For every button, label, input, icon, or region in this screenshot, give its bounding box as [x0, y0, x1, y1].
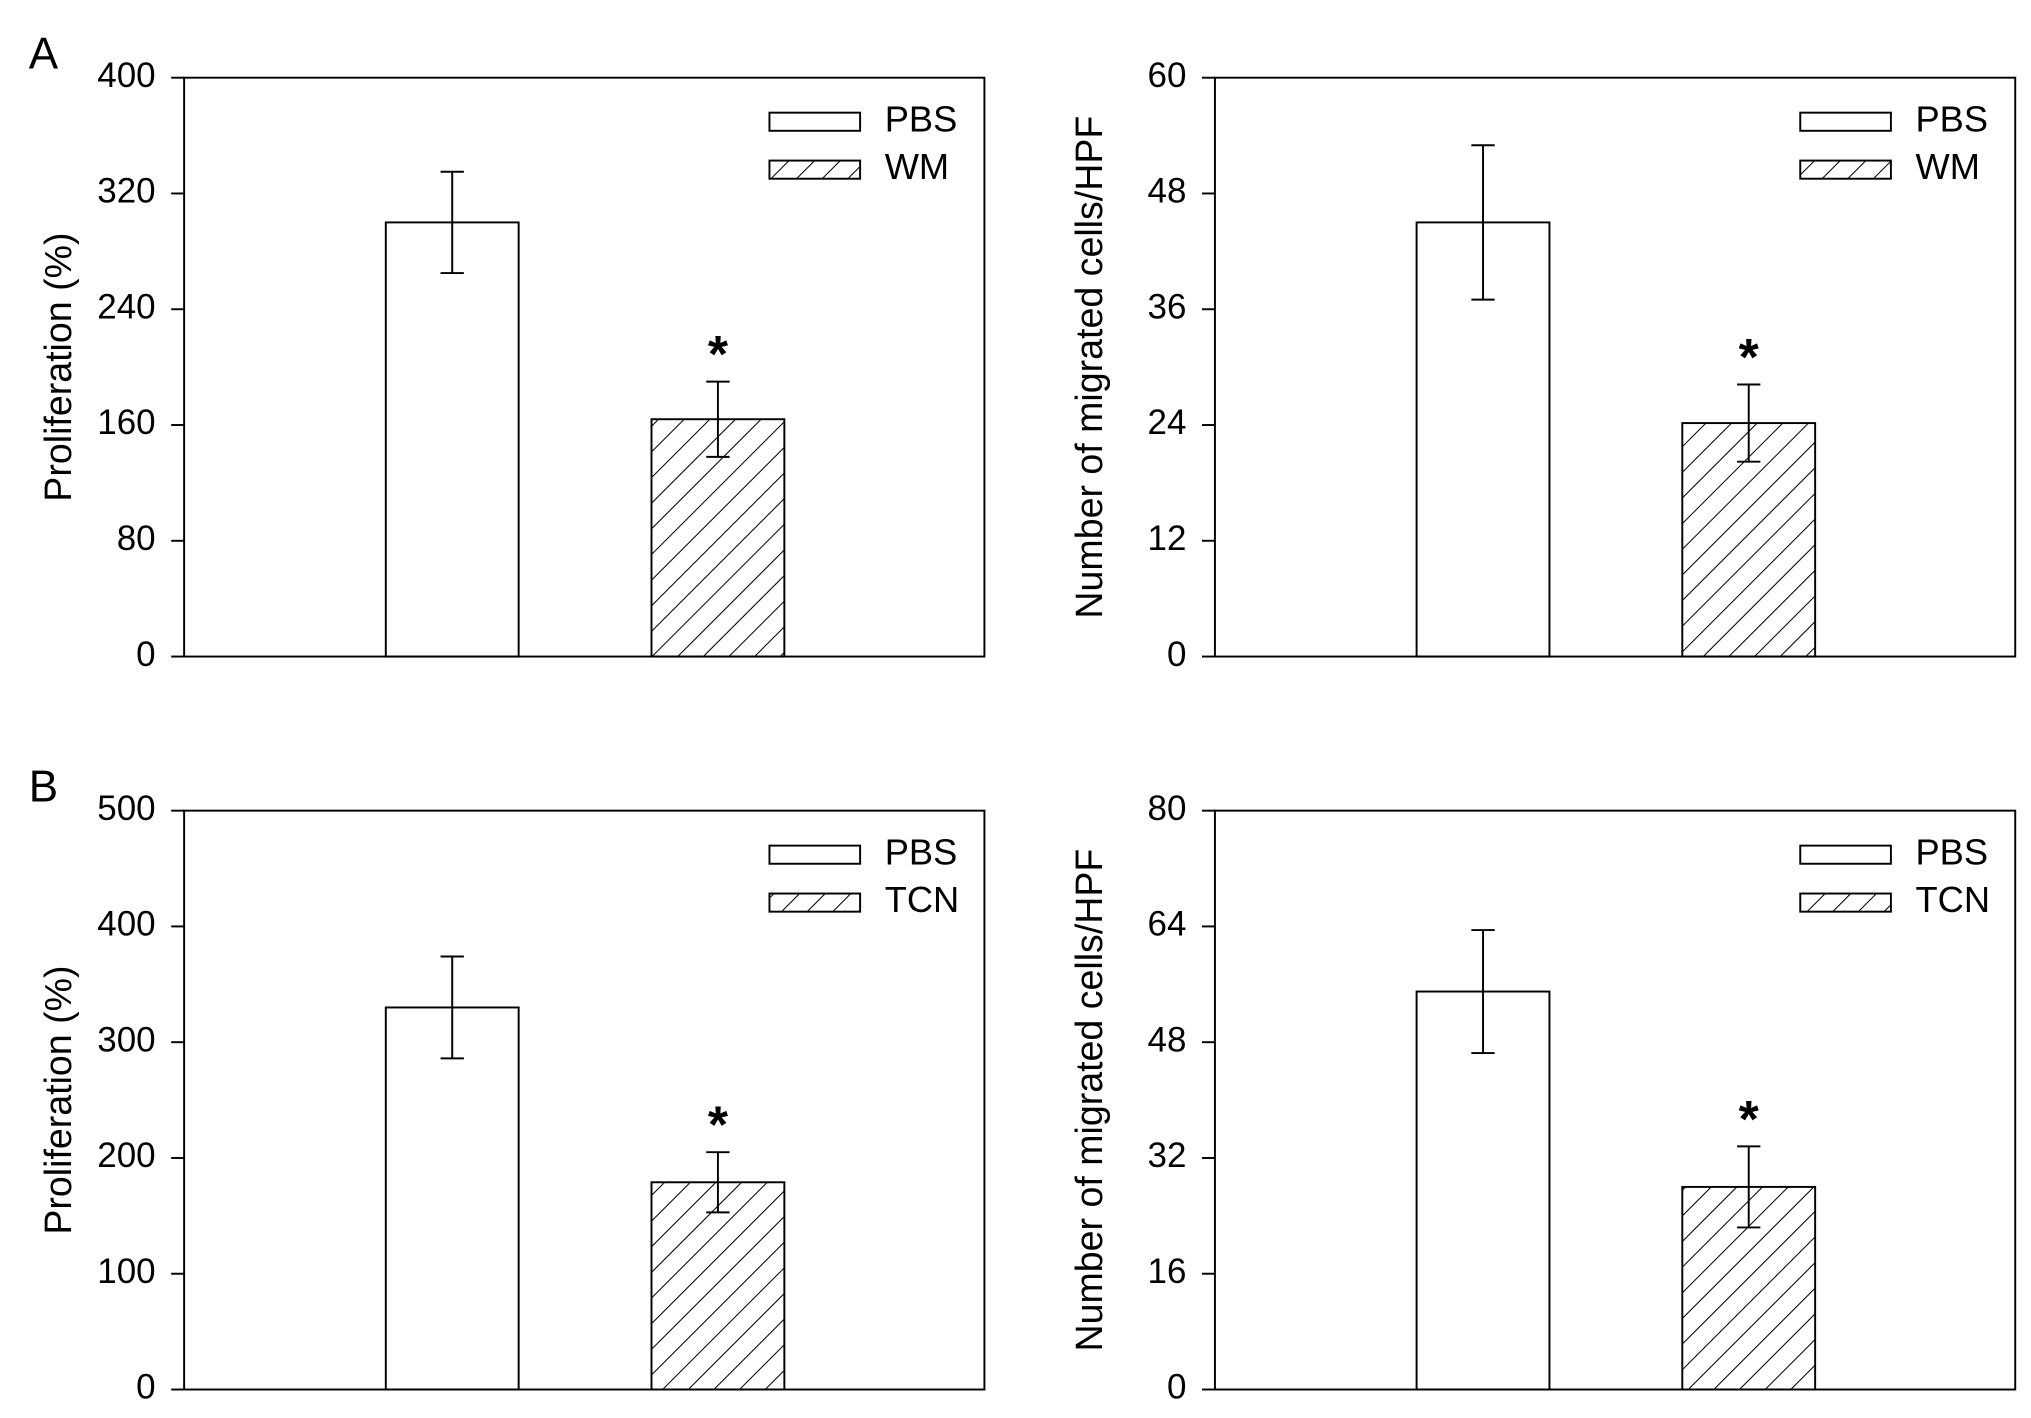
- legend-swatch: [1799, 844, 1892, 865]
- y-tick-label: 200: [97, 1136, 155, 1175]
- legend-label: WM: [1916, 146, 1980, 187]
- plot-frame: [1213, 809, 2017, 1391]
- legend-swatch: [768, 892, 862, 913]
- y-axis-label: Proliferation (%): [37, 965, 79, 1234]
- y-tick-label: 48: [1148, 172, 1187, 211]
- y-tick-label: 80: [1148, 789, 1187, 828]
- plot-frame: [183, 76, 986, 658]
- y-tick-label: 24: [1148, 403, 1187, 442]
- significance-mark: *: [1739, 328, 1760, 386]
- legend-label: PBS: [885, 831, 958, 872]
- y-tick-label: 400: [97, 56, 155, 95]
- bar: [384, 1006, 520, 1391]
- error-bar: [1471, 144, 1495, 301]
- plot-frame: [1213, 76, 2017, 658]
- panel-label: A: [29, 30, 59, 79]
- y-tick-label: 400: [97, 905, 155, 944]
- error-bar: [706, 380, 730, 458]
- y-tick-label: 100: [97, 1252, 155, 1291]
- legend-swatch: [768, 844, 862, 865]
- legend-label: WM: [885, 146, 949, 187]
- y-tick-label: 0: [136, 635, 155, 674]
- legend-swatch: [768, 159, 862, 180]
- y-tick-label: 0: [136, 1368, 155, 1407]
- y-tick-label: 36: [1148, 287, 1187, 326]
- y-tick-label: 0: [1167, 1368, 1186, 1407]
- error-bar: [1737, 1145, 1761, 1229]
- legend-swatch: [1799, 159, 1892, 180]
- y-tick-label: 32: [1148, 1136, 1187, 1175]
- y-tick-label: 60: [1148, 56, 1187, 95]
- error-bar: [1471, 929, 1495, 1055]
- panel-label: B: [29, 763, 58, 812]
- error-bar: [440, 955, 464, 1060]
- y-tick-label: 64: [1148, 905, 1187, 944]
- y-tick-label: 240: [97, 287, 155, 326]
- legend-label: PBS: [1916, 98, 1989, 139]
- significance-mark: *: [708, 325, 729, 383]
- y-tick-label: 16: [1148, 1252, 1187, 1291]
- y-axis-label: Number of migrated cells/HPF: [1068, 849, 1110, 1352]
- legend-swatch: [768, 111, 862, 132]
- y-tick-label: 0: [1167, 635, 1186, 674]
- y-tick-label: 500: [97, 789, 155, 828]
- y-tick-label: 48: [1148, 1020, 1187, 1059]
- bar: [650, 418, 786, 658]
- bar: [650, 1181, 786, 1391]
- legend-label: PBS: [885, 98, 958, 139]
- significance-mark: *: [708, 1096, 729, 1154]
- error-bar: [1737, 383, 1761, 463]
- y-tick-label: 80: [117, 519, 156, 558]
- significance-mark: *: [1739, 1090, 1760, 1148]
- legend-label: TCN: [885, 879, 960, 920]
- bar: [384, 221, 520, 658]
- bar: [1415, 990, 1551, 1391]
- y-tick-label: 12: [1148, 519, 1187, 558]
- error-bar: [706, 1151, 730, 1214]
- y-tick-label: 300: [97, 1020, 155, 1059]
- legend-label: TCN: [1916, 879, 1991, 920]
- legend-swatch: [1799, 892, 1892, 913]
- legend-label: PBS: [1916, 831, 1989, 872]
- legend-swatch: [1799, 111, 1892, 132]
- y-axis-label: Number of migrated cells/HPF: [1068, 116, 1110, 619]
- y-tick-label: 160: [97, 403, 155, 442]
- y-tick-label: 320: [97, 172, 155, 211]
- error-bar: [440, 170, 464, 275]
- y-axis-label: Proliferation (%): [37, 233, 79, 502]
- plot-frame: [183, 809, 986, 1391]
